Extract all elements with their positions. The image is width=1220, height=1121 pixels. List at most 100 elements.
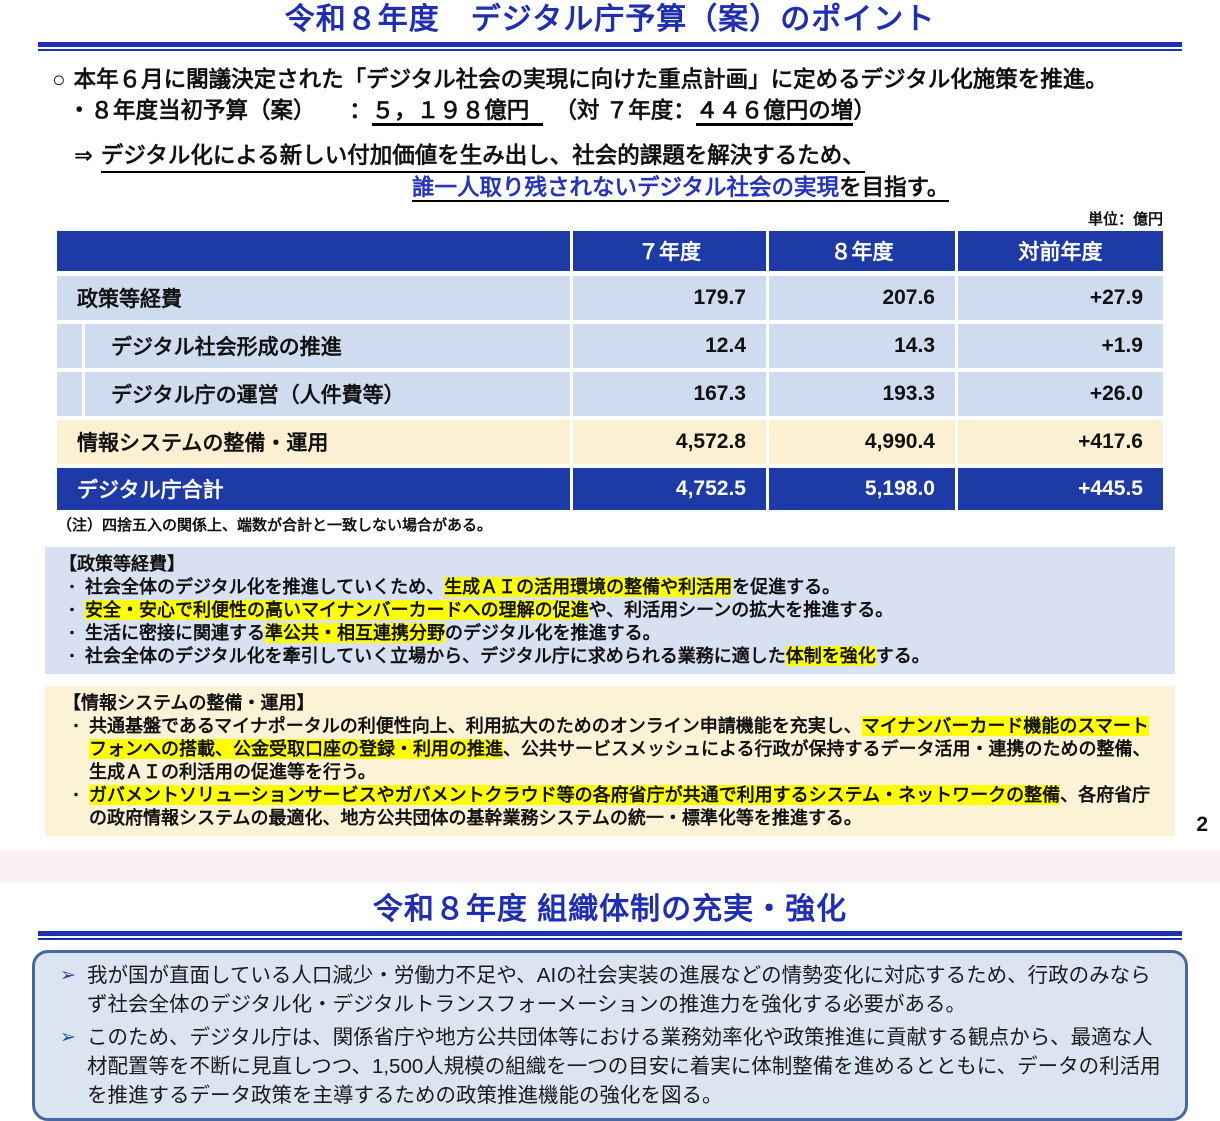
list-item: ・ 社会全体のデジタル化を推進していくため、生成ＡＩの活用環境の整備や利活用を促…	[59, 576, 1161, 599]
table-row: デジタル社会形成の推進 12.4 14.3 +1.9	[57, 324, 1163, 368]
table-cell: +417.6	[958, 420, 1163, 464]
circle-bullet-icon: ○	[52, 67, 66, 92]
table-note: （注）四捨五入の関係上、端数が合計と一致しない場合がある。	[57, 517, 493, 534]
list-item: ・ ガバメントソリューションサービスやガバメントクラウド等の各府省庁が共通で利用…	[63, 784, 1161, 830]
dot-bullet-icon: ・	[65, 602, 79, 618]
dot-bullet-icon: ・	[65, 648, 79, 664]
highlighted-text: 体制を強化	[785, 646, 876, 666]
text-segment: 、公共サービスメッシュによる行政が保持するデータ活用・連携のための整備、生成ＡＩ…	[89, 739, 1151, 782]
table-cell: デジタル社会形成の推進	[57, 324, 570, 368]
policy-expense-box: 【政策等経費】 ・ 社会全体のデジタル化を推進していくため、生成ＡＩの活用環境の…	[45, 547, 1175, 674]
highlighted-text: 準公共・相互連携分野	[265, 623, 445, 643]
intro-line-3: ⇒ デジタル化による新しい付加価値を生み出し、社会的課題を解決するため、	[74, 141, 1180, 173]
list-item: ➢ 我が国が直面している人口減少・労働力不足や、AIの社会実装の進展などの情勢変…	[49, 961, 1165, 1019]
table-cell: デジタル庁の運営（人件費等）	[57, 372, 570, 416]
table-unit-label: 単位：億円	[1087, 211, 1163, 228]
highlighted-text: 生成ＡＩの活用環境の整備や利活用	[444, 577, 733, 597]
table-cell: +26.0	[958, 372, 1163, 416]
budget-compare-close: ）	[853, 98, 876, 123]
dot-bullet-icon: ・	[69, 718, 83, 734]
table-total-row: デジタル庁合計 4,752.5 5,198.0 +445.5	[57, 468, 1163, 510]
table-cell: デジタル庁合計	[57, 468, 570, 510]
intro-goal-highlight: 誰一人取り残されないデジタル社会の実現	[412, 175, 840, 202]
text-segment: のデジタル化を推進する。	[445, 623, 661, 643]
intro-line-1-text: 本年６月に閣議決定された「デジタル社会の実現に向けた重点計画」に定めるデジタル化…	[73, 67, 1108, 92]
table-cell: 167.3	[573, 372, 766, 416]
text-segment: する。	[875, 646, 930, 666]
table-cell: 4,990.4	[769, 420, 955, 464]
table-cell: 179.7	[573, 276, 766, 320]
dot-bullet-icon: ・	[65, 579, 79, 595]
section2-title: 令和８年度 組織体制の充実・強化	[372, 893, 848, 926]
budget-increase: ４４６億円の増	[695, 98, 854, 126]
page-title: 令和８年度 デジタル庁予算（案）のポイント	[284, 3, 936, 36]
text-segment: 生活に密接に関連する	[85, 623, 265, 643]
text-segment: 、各府省庁の政府情報システムの最適化、地方公共団体の基幹業務システムの統一・標準…	[89, 785, 1151, 828]
section-separator-band	[0, 850, 1220, 882]
title-divider	[38, 42, 1182, 51]
table-row: 情報システムの整備・運用 4,572.8 4,990.4 +417.6	[57, 420, 1163, 464]
list-item-text: このため、デジタル庁は、関係省庁や地方公共団体等における業務効率化や政策推進に貢…	[87, 1026, 1161, 1107]
list-item-text: 安全・安心で利便性の高いマイナンバーカードへの理解の促進や、利活用シーンの拡大を…	[85, 599, 1161, 622]
table-header-cell	[57, 231, 570, 271]
intro-section: ○ 本年６月に閣議決定された「デジタル社会の実現に向けた重点計画」に定めるデジタ…	[52, 65, 1180, 203]
text-segment: や、利活用シーンの拡大を推進する。	[588, 600, 894, 620]
intro-line-4: 誰一人取り残されないデジタル社会の実現を目指す。	[412, 173, 1180, 203]
organization-box: ➢ 我が国が直面している人口減少・労働力不足や、AIの社会実装の進展などの情勢変…	[32, 950, 1188, 1121]
table-cell: 5,198.0	[769, 468, 955, 510]
table-cell: 12.4	[573, 324, 766, 368]
system-operation-box: 【情報システムの整備・運用】 ・ 共通基盤であるマイナポータルの利便性向上、利用…	[45, 686, 1175, 836]
policy-box-heading: 【政策等経費】	[59, 554, 185, 574]
table-header-row: ７年度 ８年度 対前年度	[57, 231, 1163, 271]
text-segment: を促進する。	[732, 577, 841, 597]
intro-line-3-text: デジタル化による新しい付加価値を生み出し、社会的課題を解決するため、	[100, 141, 865, 173]
list-item-text: 社会全体のデジタル化を推進していくため、生成ＡＩの活用環境の整備や利活用を促進す…	[85, 576, 1161, 599]
table-header-cell: ７年度	[573, 231, 766, 271]
list-item-text: 社会全体のデジタル化を牽引していく立場から、デジタル庁に求められる業務に適した体…	[85, 645, 1161, 668]
section2-title-divider	[38, 931, 1182, 940]
table-cell: 207.6	[769, 276, 955, 320]
arrow-icon: ⇒	[74, 143, 93, 168]
intro-goal-tail: を目指す。	[839, 175, 950, 202]
text-segment: 共通基盤であるマイナポータルの利便性向上、利用拡大のためのオンライン申請機能を充…	[89, 716, 862, 736]
table-cell: 4,752.5	[573, 468, 766, 510]
page-number: 2	[1196, 813, 1208, 836]
intro-line-2: ・８年度当初予算（案） ：５，１９８億円 （対 ７年度：４４６億円の増）	[68, 95, 1180, 127]
dot-bullet-icon: ・	[69, 787, 83, 803]
budget-label: ・８年度当初予算（案） ：	[68, 98, 372, 123]
table-header-cell: ８年度	[769, 231, 955, 271]
dot-bullet-icon: ・	[65, 625, 79, 641]
table-row: デジタル庁の運営（人件費等） 167.3 193.3 +26.0	[57, 372, 1163, 416]
table-cell: +445.5	[958, 468, 1163, 510]
system-box-heading: 【情報システムの整備・運用】	[63, 693, 315, 713]
list-item: ・ 社会全体のデジタル化を牽引していく立場から、デジタル庁に求められる業務に適し…	[59, 645, 1161, 668]
list-item: ・ 生活に密接に関連する準公共・相互連携分野のデジタル化を推進する。	[59, 622, 1161, 645]
list-item-text: 我が国が直面している人口減少・労働力不足や、AIの社会実装の進展などの情勢変化に…	[87, 964, 1151, 1016]
chevron-bullet-icon: ➢	[60, 1027, 76, 1048]
text-segment: 社会全体のデジタル化を牽引していく立場から、デジタル庁に求められる業務に適した	[85, 646, 786, 666]
text-segment: 社会全体のデジタル化を推進していくため、	[85, 577, 445, 597]
table-cell: 情報システムの整備・運用	[57, 420, 570, 464]
list-item: ・ 安全・安心で利便性の高いマイナンバーカードへの理解の促進や、利活用シーンの拡…	[59, 599, 1161, 622]
budget-amount: ５，１９８億円	[371, 98, 544, 126]
list-item-text: 生活に密接に関連する準公共・相互連携分野のデジタル化を推進する。	[85, 622, 1161, 645]
budget-table: ７年度 ８年度 対前年度 政策等経費 179.7 207.6 +27.9 デジタ…	[57, 231, 1163, 510]
table-cell: 14.3	[769, 324, 955, 368]
list-item: ➢ このため、デジタル庁は、関係省庁や地方公共団体等における業務効率化や政策推進…	[49, 1023, 1165, 1110]
highlighted-text: ガバメントソリューションサービスやガバメントクラウド等の各府省庁が共通で利用する…	[89, 785, 1061, 805]
intro-line-1: ○ 本年６月に閣議決定された「デジタル社会の実現に向けた重点計画」に定めるデジタ…	[52, 65, 1180, 95]
table-cell: +1.9	[958, 324, 1163, 368]
table-row: 政策等経費 179.7 207.6 +27.9	[57, 276, 1163, 320]
budget-compare-open: （対 ７年度：	[543, 98, 696, 123]
highlighted-text: 安全・安心で利便性の高いマイナンバーカードへの理解の促進	[85, 600, 589, 620]
table-cell: 政策等経費	[57, 276, 570, 320]
table-cell: 193.3	[769, 372, 955, 416]
table-cell: 4,572.8	[573, 420, 766, 464]
table-header-cell: 対前年度	[958, 231, 1163, 271]
chevron-bullet-icon: ➢	[60, 965, 76, 986]
table-cell: +27.9	[958, 276, 1163, 320]
list-item-text: 共通基盤であるマイナポータルの利便性向上、利用拡大のためのオンライン申請機能を充…	[89, 715, 1161, 784]
list-item: ・ 共通基盤であるマイナポータルの利便性向上、利用拡大のためのオンライン申請機能…	[63, 715, 1161, 784]
list-item-text: ガバメントソリューションサービスやガバメントクラウド等の各府省庁が共通で利用する…	[89, 784, 1161, 830]
